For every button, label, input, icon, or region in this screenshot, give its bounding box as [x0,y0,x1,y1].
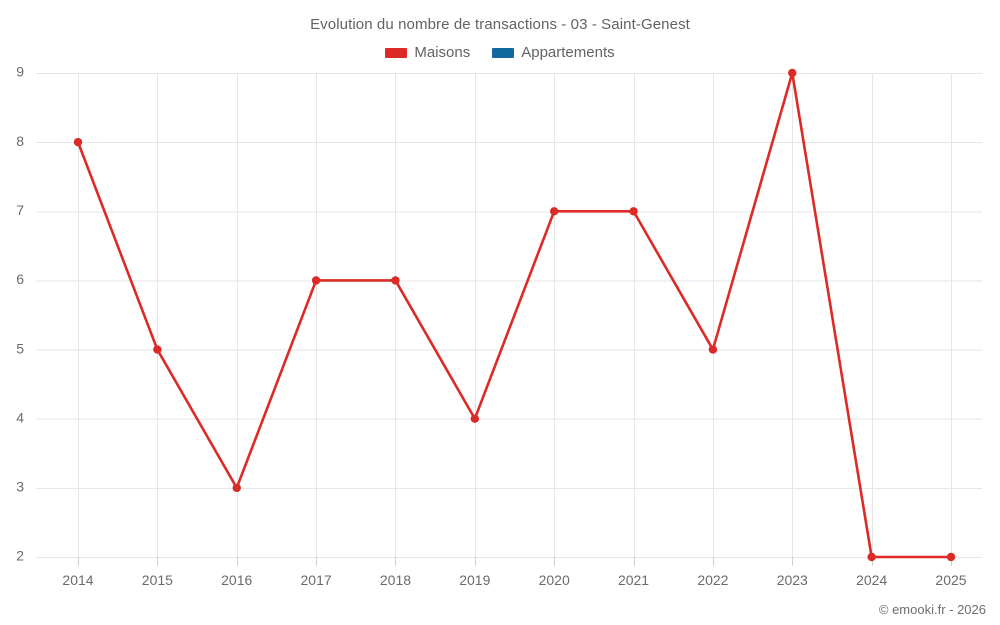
x-tick-label: 2018 [380,572,411,588]
x-tick-label: 2016 [221,572,252,588]
legend-swatch-maisons-icon [385,47,408,58]
y-tick-label: 6 [16,271,24,287]
data-point-marker[interactable] [867,552,876,562]
data-point-marker[interactable] [153,345,162,354]
legend-item-appartements[interactable]: Appartements [492,44,615,61]
data-point-marker[interactable] [946,552,956,562]
chart-title: Evolution du nombre de transactions - 03… [310,16,690,33]
series-line [76,71,953,559]
data-point-marker[interactable] [788,68,797,78]
y-tick-label: 7 [16,202,24,218]
legend-label-maisons: Maisons [414,44,471,61]
x-tick-label: 2014 [62,572,93,588]
series-maisons [73,68,956,562]
data-point-marker[interactable] [470,414,480,423]
data-point-marker[interactable] [708,345,718,354]
legend-swatch-appartements-icon [492,47,515,58]
x-tick-label: 2024 [856,572,887,588]
chart-legend: Maisons Appartements [0,44,1000,61]
data-point-marker[interactable] [311,276,321,285]
y-tick-label: 5 [16,340,24,356]
y-tick-label: 2 [16,548,24,564]
x-gridlines [78,73,952,566]
y-axis-labels: 2 3 4 5 6 7 8 9 [16,64,24,564]
x-tick-label: 2020 [539,572,570,588]
y-gridlines [36,73,982,558]
x-tick-label: 2021 [618,572,649,588]
y-tick-label: 4 [16,409,24,425]
x-tick-label: 2022 [697,572,728,588]
y-tick-label: 8 [16,133,24,149]
x-tick-label: 2015 [142,572,173,588]
legend-label-appartements: Appartements [521,44,615,61]
copyright-credit: © emooki.fr - 2026 [878,602,986,617]
y-tick-label: 9 [16,64,24,80]
x-tick-label: 2019 [459,572,490,588]
y-tick-label: 3 [16,479,24,495]
data-point-marker[interactable] [391,276,400,285]
legend-item-maisons[interactable]: Maisons [385,44,470,61]
x-tick-label: 2023 [777,572,808,588]
data-point-marker[interactable] [73,137,83,147]
data-point-marker[interactable] [549,207,559,216]
x-tick-label: 2025 [935,572,966,588]
data-point-marker[interactable] [629,207,638,216]
x-tick-label: 2017 [301,572,332,588]
data-point-marker[interactable] [232,483,241,493]
x-axis-labels: 2014 2015 2016 2017 2018 2019 2020 2021 2022 2023… [62,572,966,588]
